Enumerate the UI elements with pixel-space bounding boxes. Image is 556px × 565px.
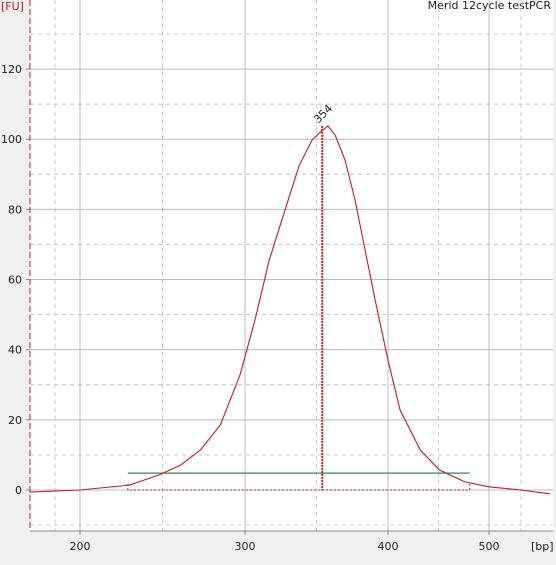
x-axis-label: [bp]: [531, 540, 554, 553]
x-tick-label: 400: [378, 540, 399, 553]
y-tick-label: 80: [8, 203, 22, 216]
plot-area: [30, 0, 553, 531]
trace: [29, 125, 551, 495]
x-tick-label: 500: [479, 540, 500, 553]
x-tick-label: 300: [235, 540, 256, 553]
y-tick-label: 0: [15, 484, 22, 497]
chart-title: Merid 12cycle testPCR: [428, 0, 552, 12]
region-baseline: [127, 483, 471, 491]
y-tick-label: 40: [8, 344, 22, 357]
y-tick-label: 60: [8, 274, 22, 287]
y-tick-label: 100: [1, 133, 22, 146]
x-tick-label: 200: [70, 540, 91, 553]
y-tick-label: 20: [8, 414, 22, 427]
y-axis-label: [FU]: [1, 0, 24, 13]
y-tick-label: 120: [1, 63, 22, 76]
